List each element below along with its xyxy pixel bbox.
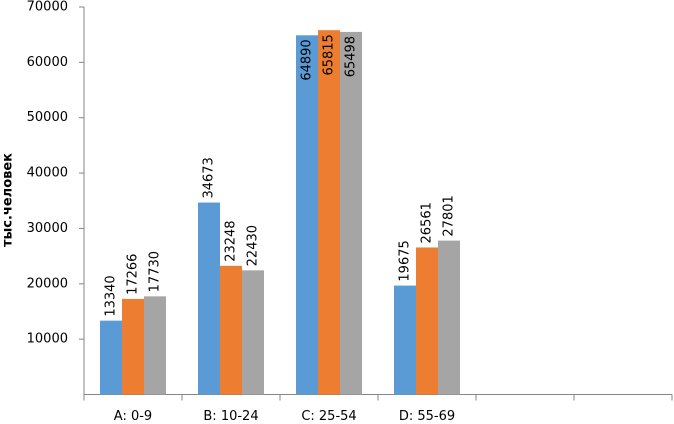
data-label: 64890 [300, 39, 315, 80]
data-label: 65815 [322, 34, 337, 75]
data-label: 17266 [126, 254, 141, 295]
y-tick-label: 60000 [27, 55, 68, 70]
data-label: 22430 [246, 225, 261, 266]
bar [438, 240, 460, 395]
data-label: 19675 [398, 240, 413, 281]
x-tick-label: C: 25-54 [301, 409, 356, 424]
data-label: 27801 [442, 195, 457, 236]
x-tick-label: A: 0-9 [114, 409, 152, 424]
bar [318, 30, 340, 395]
x-tick-label: B: 10-24 [203, 409, 258, 424]
data-label: 13340 [104, 275, 119, 316]
bar [100, 320, 122, 395]
y-tick-label: 10000 [27, 332, 68, 347]
bar [296, 35, 318, 395]
y-tick-label: 40000 [27, 166, 68, 181]
bar [122, 298, 144, 395]
y-tick-label: 30000 [27, 221, 68, 236]
data-label: 65498 [344, 36, 359, 77]
y-tick-label: 70000 [27, 0, 68, 15]
bar [198, 202, 220, 395]
y-axis-label: тыс.человек [1, 153, 16, 247]
bar [416, 247, 438, 395]
data-label: 17730 [148, 251, 163, 292]
data-label: 26561 [420, 202, 435, 243]
bar [220, 265, 242, 395]
x-tick-label: D: 55-69 [399, 409, 455, 424]
y-tick-label: 50000 [27, 110, 68, 125]
data-label: 23248 [224, 220, 239, 261]
bar [242, 270, 264, 395]
bar [394, 285, 416, 395]
y-tick-label: 20000 [27, 276, 68, 291]
data-label: 34673 [202, 157, 217, 198]
bar [340, 31, 362, 395]
bar [144, 296, 166, 395]
